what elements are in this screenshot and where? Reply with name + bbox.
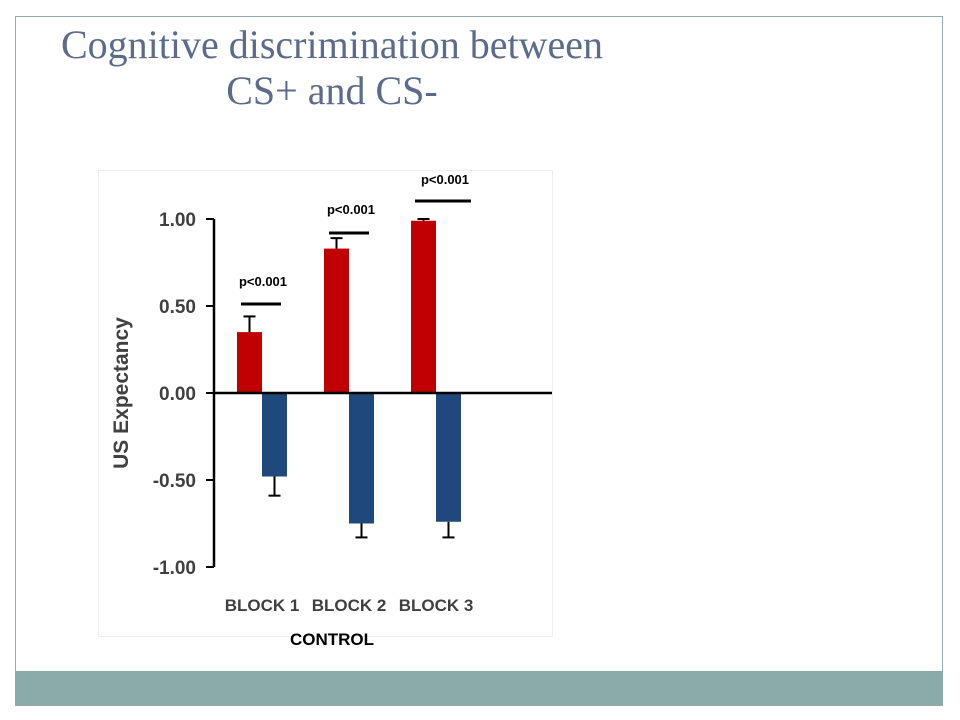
significance-label: p<0.001 (421, 172, 469, 187)
y-axis-label: US Expectancy (110, 317, 133, 469)
y-tick-label: -1.00 (153, 558, 196, 579)
bar-cs-minus (262, 393, 287, 477)
x-category-label: BLOCK 3 (399, 596, 474, 615)
x-axis-label: CONTROL (290, 630, 374, 649)
slide-title: Cognitive discrimination between CS+ and… (20, 22, 644, 114)
bar-cs-minus (349, 393, 374, 524)
significance-label: p<0.001 (327, 202, 375, 217)
slide-title-line-1: Cognitive discrimination between (60, 22, 604, 67)
x-category-label: BLOCK 2 (312, 596, 387, 615)
chart-panel (98, 170, 553, 637)
significance-label: p<0.001 (239, 274, 287, 289)
bar-cs-plus (237, 332, 262, 393)
slide-footer-band (15, 671, 943, 706)
y-tick-label: 0.00 (159, 384, 196, 405)
y-tick-label: -0.50 (153, 471, 196, 492)
bar-cs-plus (411, 220, 436, 393)
slide-title-line-2: CS+ and CS- (226, 68, 438, 113)
bar-cs-plus (324, 248, 349, 393)
x-category-label: BLOCK 1 (225, 596, 300, 615)
bar-cs-minus (436, 393, 461, 522)
y-tick-label: 0.50 (159, 297, 196, 318)
y-tick-label: 1.00 (159, 210, 196, 231)
